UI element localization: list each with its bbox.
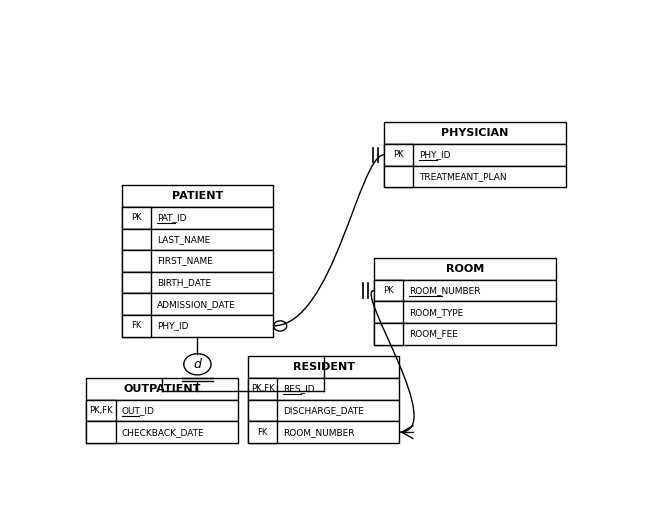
Bar — [374, 323, 403, 344]
Bar — [87, 400, 116, 422]
Text: OUT_ID: OUT_ID — [122, 406, 154, 415]
Bar — [374, 323, 555, 344]
Bar — [122, 185, 273, 207]
Text: DISCHARGE_DATE: DISCHARGE_DATE — [283, 406, 364, 415]
Text: PK,FK: PK,FK — [251, 384, 274, 393]
Bar — [374, 301, 403, 323]
Bar — [122, 250, 273, 272]
Bar — [374, 280, 403, 301]
Bar — [122, 228, 273, 250]
Bar — [374, 301, 555, 323]
Text: PK: PK — [393, 150, 404, 159]
Text: PATIENT: PATIENT — [172, 191, 223, 201]
Bar — [384, 166, 413, 187]
Bar — [87, 422, 116, 443]
Text: ROOM_NUMBER: ROOM_NUMBER — [283, 428, 355, 437]
Bar — [122, 228, 151, 250]
Bar — [122, 315, 151, 337]
Text: PHY_ID: PHY_ID — [157, 321, 189, 331]
Bar — [248, 400, 277, 422]
Text: FK: FK — [257, 428, 268, 437]
Text: PK,FK: PK,FK — [89, 406, 113, 415]
Bar — [122, 207, 273, 228]
Bar — [248, 357, 399, 378]
Bar — [87, 400, 238, 422]
Bar — [384, 144, 566, 166]
Text: PK: PK — [131, 213, 142, 222]
Text: FIRST_NAME: FIRST_NAME — [157, 257, 213, 266]
Bar — [87, 378, 238, 400]
Text: d: d — [193, 358, 201, 371]
Bar — [384, 166, 566, 187]
Text: LAST_NAME: LAST_NAME — [157, 235, 210, 244]
Text: CHECKBACK_DATE: CHECKBACK_DATE — [122, 428, 204, 437]
Text: PK: PK — [383, 286, 394, 295]
Text: ROOM: ROOM — [446, 264, 484, 274]
Text: ROOM_TYPE: ROOM_TYPE — [409, 308, 464, 317]
Bar — [122, 293, 273, 315]
Bar — [384, 144, 413, 166]
Text: RESIDENT: RESIDENT — [292, 362, 355, 372]
Bar — [122, 315, 273, 337]
Bar — [122, 293, 151, 315]
Bar — [248, 378, 277, 400]
Text: TREATMEANT_PLAN: TREATMEANT_PLAN — [419, 172, 507, 181]
Text: PHY_ID: PHY_ID — [419, 150, 451, 159]
Text: FK: FK — [132, 321, 141, 331]
Bar — [122, 272, 151, 293]
Bar — [384, 122, 566, 144]
Bar — [374, 280, 555, 301]
Text: ROOM_FEE: ROOM_FEE — [409, 329, 458, 338]
Bar — [248, 422, 277, 443]
Bar — [122, 272, 273, 293]
Text: PAT_ID: PAT_ID — [157, 213, 187, 222]
Bar — [374, 258, 555, 280]
Bar — [87, 422, 238, 443]
Text: ADMISSION_DATE: ADMISSION_DATE — [157, 300, 236, 309]
Text: ROOM_NUMBER: ROOM_NUMBER — [409, 286, 481, 295]
Text: OUTPATIENT: OUTPATIENT — [124, 384, 201, 394]
Text: BIRTH_DATE: BIRTH_DATE — [157, 278, 211, 287]
Text: RES_ID: RES_ID — [283, 384, 315, 393]
Bar — [248, 378, 399, 400]
Bar — [122, 207, 151, 228]
Text: PHYSICIAN: PHYSICIAN — [441, 128, 508, 138]
Bar — [122, 250, 151, 272]
Bar — [248, 400, 399, 422]
Bar — [248, 422, 399, 443]
